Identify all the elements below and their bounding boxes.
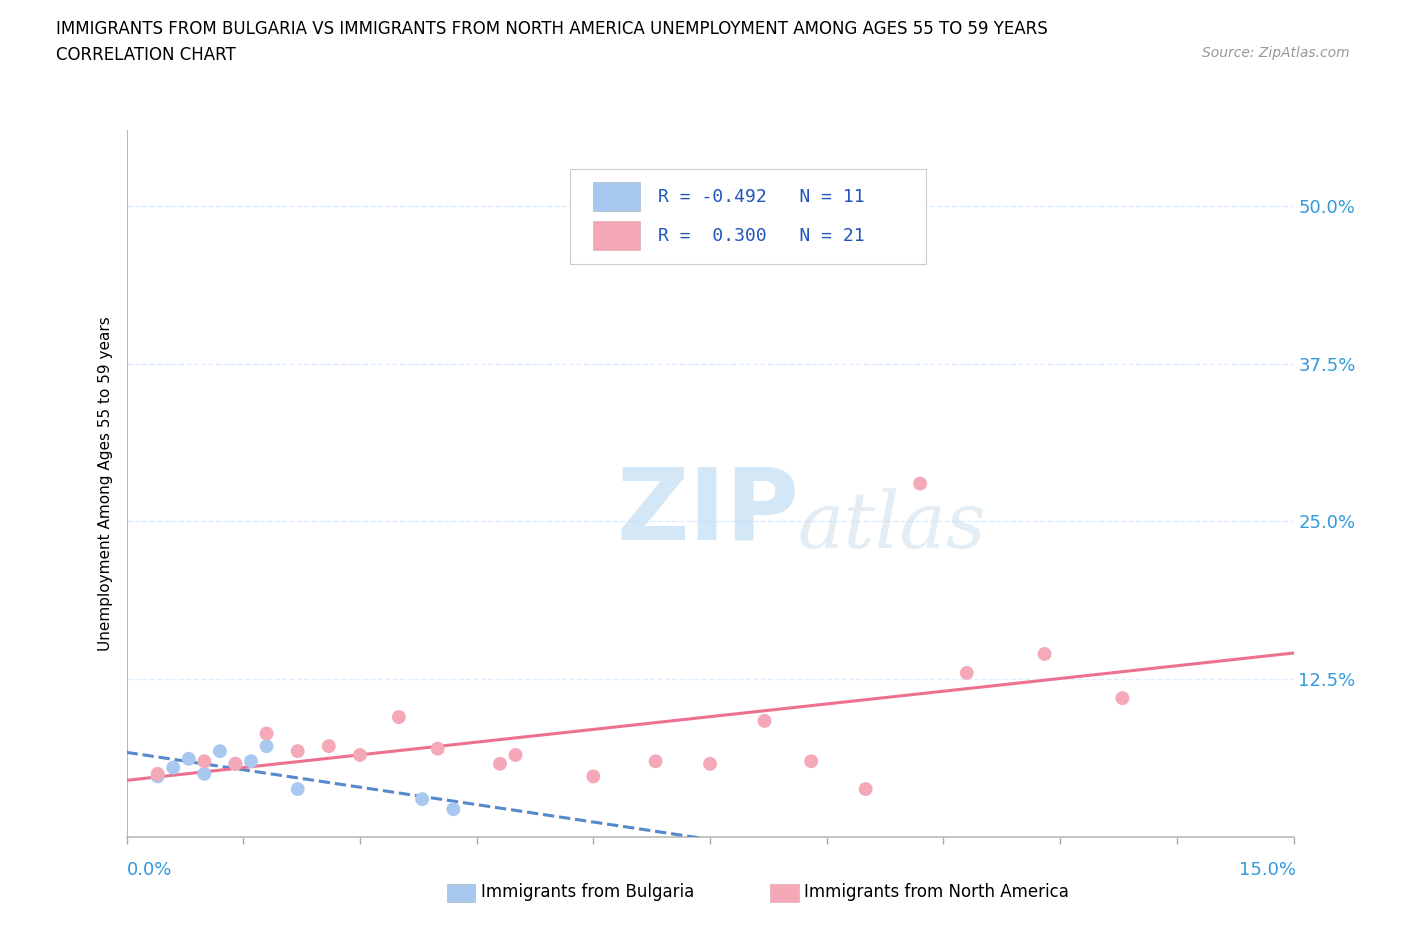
Point: [489, 756, 512, 771]
Point: [855, 781, 877, 796]
Point: [505, 748, 527, 763]
Text: ZIP: ZIP: [617, 463, 800, 561]
Point: [224, 756, 246, 771]
Point: [208, 744, 231, 759]
Point: [800, 754, 823, 769]
Text: Immigrants from Bulgaria: Immigrants from Bulgaria: [481, 883, 695, 901]
Point: [956, 666, 979, 681]
Text: R = -0.492   N = 11: R = -0.492 N = 11: [658, 188, 865, 206]
Point: [699, 756, 721, 771]
Bar: [593, 220, 640, 250]
Point: [318, 738, 340, 753]
Point: [908, 476, 931, 491]
Point: [388, 710, 411, 724]
Point: [1111, 691, 1133, 706]
Point: [177, 751, 200, 766]
Point: [146, 769, 169, 784]
Point: [1033, 646, 1056, 661]
Text: CORRELATION CHART: CORRELATION CHART: [56, 46, 236, 64]
Point: [193, 766, 215, 781]
Point: [411, 791, 433, 806]
Point: [224, 756, 246, 771]
Text: atlas: atlas: [797, 488, 986, 565]
Point: [287, 781, 309, 796]
Point: [240, 754, 263, 769]
Point: [754, 713, 776, 728]
Bar: [593, 181, 640, 211]
Text: Source: ZipAtlas.com: Source: ZipAtlas.com: [1202, 46, 1350, 60]
Point: [349, 748, 371, 763]
Point: [426, 741, 449, 756]
Text: R =  0.300   N = 21: R = 0.300 N = 21: [658, 227, 865, 245]
Point: [441, 802, 464, 817]
Point: [146, 766, 169, 781]
Point: [256, 726, 278, 741]
Text: 15.0%: 15.0%: [1239, 860, 1296, 879]
Point: [644, 754, 666, 769]
Point: [256, 738, 278, 753]
Y-axis label: Unemployment Among Ages 55 to 59 years: Unemployment Among Ages 55 to 59 years: [97, 316, 112, 651]
Point: [162, 760, 184, 775]
Point: [193, 754, 215, 769]
FancyBboxPatch shape: [569, 169, 927, 264]
Text: 0.0%: 0.0%: [127, 860, 172, 879]
Text: IMMIGRANTS FROM BULGARIA VS IMMIGRANTS FROM NORTH AMERICA UNEMPLOYMENT AMONG AGE: IMMIGRANTS FROM BULGARIA VS IMMIGRANTS F…: [56, 20, 1047, 38]
Point: [287, 744, 309, 759]
Text: Immigrants from North America: Immigrants from North America: [804, 883, 1069, 901]
Point: [582, 769, 605, 784]
